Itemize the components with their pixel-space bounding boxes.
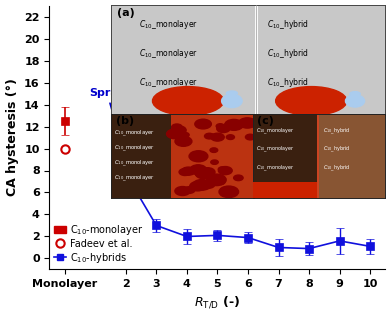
Text: $C_{10}$_monolayer: $C_{10}$_monolayer [114,159,156,168]
Ellipse shape [350,92,360,96]
Circle shape [175,186,190,196]
Ellipse shape [226,91,237,95]
Circle shape [190,165,206,174]
Bar [171,114,254,198]
Text: $C_{10}$_hybrid: $C_{10}$_hybrid [323,126,351,136]
Text: $C_{10}$_monolayer: $C_{10}$_monolayer [139,47,198,60]
Text: (c): (c) [257,116,274,126]
Circle shape [193,179,211,190]
Text: $C_{10}$_monolayer: $C_{10}$_monolayer [256,163,294,173]
Circle shape [167,129,183,139]
Circle shape [219,186,239,198]
Circle shape [195,169,209,177]
Circle shape [195,168,213,179]
Circle shape [210,148,218,152]
Circle shape [234,175,243,181]
Circle shape [206,174,226,185]
Circle shape [226,135,235,139]
Circle shape [204,133,214,139]
Text: $C_{10}$_monolayer: $C_{10}$_monolayer [114,174,156,183]
Text: $C_{10}$_monolayer: $C_{10}$_monolayer [114,129,156,138]
Text: $C_{10}$_monolayer: $C_{10}$_monolayer [139,76,198,88]
Y-axis label: CA hysteresis (°): CA hysteresis (°) [5,79,18,197]
Circle shape [216,124,224,129]
Circle shape [218,167,226,172]
Circle shape [225,119,243,130]
Text: Tilt: Tilt [273,124,297,166]
Bar [111,114,171,198]
Circle shape [195,119,212,129]
Text: $C_{10}$_hybrid: $C_{10}$_hybrid [267,47,309,60]
Circle shape [217,125,230,132]
Circle shape [175,137,192,146]
Circle shape [181,132,189,137]
Text: $C_{10}$_hybrid: $C_{10}$_hybrid [323,163,351,173]
Text: Spray: Spray [89,88,127,161]
Circle shape [181,167,195,175]
Ellipse shape [222,94,242,107]
Circle shape [189,151,208,162]
Text: (b): (b) [116,116,134,126]
Circle shape [239,118,256,128]
Text: $C_{10}$_hybrid: $C_{10}$_hybrid [267,18,309,31]
X-axis label: $R_{\mathrm{T/D}}$ (-): $R_{\mathrm{T/D}}$ (-) [194,295,240,310]
Circle shape [276,87,347,115]
Circle shape [172,124,182,130]
Circle shape [171,126,186,135]
Ellipse shape [345,95,364,107]
Circle shape [190,181,206,191]
Circle shape [219,167,232,175]
Text: $C_{10}$_hybrid: $C_{10}$_hybrid [267,76,309,88]
Text: $C_{10}$_monolayer: $C_{10}$_monolayer [114,144,156,153]
Circle shape [200,168,215,177]
Circle shape [216,179,225,185]
Text: (a): (a) [117,8,135,18]
Legend: C$_{10}$-monolayer, Fadeev et al., C$_{10}$-hybrids: C$_{10}$-monolayer, Fadeev et al., C$_{1… [54,223,143,264]
Text: $C_{10}$_monolayer: $C_{10}$_monolayer [256,145,294,154]
Bar [253,114,317,198]
Circle shape [211,160,218,164]
Circle shape [201,180,215,188]
Circle shape [179,168,191,175]
Circle shape [246,134,255,140]
Bar [319,114,385,198]
Circle shape [211,133,224,141]
Text: $C_{10}$_hybrid: $C_{10}$_hybrid [323,145,351,154]
Text: $C_{10}$_monolayer: $C_{10}$_monolayer [139,18,198,31]
Text: $C_{10}$_monolayer: $C_{10}$_monolayer [256,126,294,136]
Circle shape [217,179,225,183]
Circle shape [184,187,195,193]
Bar [253,182,317,198]
Circle shape [152,87,224,115]
